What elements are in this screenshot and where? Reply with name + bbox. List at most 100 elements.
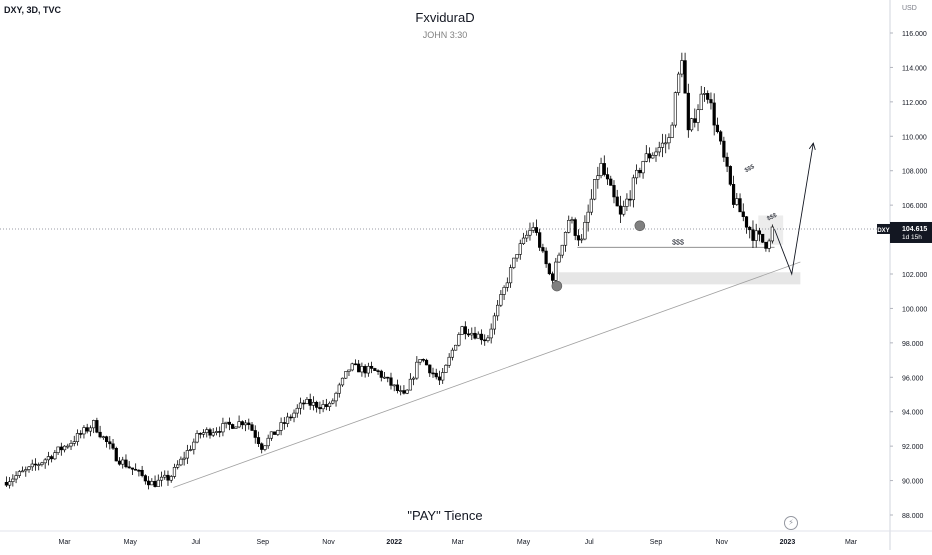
candle [489,328,493,339]
candle [305,399,309,404]
candle [247,422,251,426]
candle [508,267,513,284]
candle [702,93,707,95]
candle [302,402,306,405]
lightning-icon[interactable]: ⚡ [784,516,798,530]
candle [134,468,138,471]
candle [677,73,681,93]
candle [412,377,416,380]
candle [596,175,600,180]
candle [712,102,716,126]
candle [156,479,160,487]
candle [402,390,406,394]
candle [673,92,677,126]
candle [647,153,652,159]
candle [253,430,257,438]
y-tick-label: 98.000 [902,341,924,348]
candle [722,140,726,158]
candle [618,205,623,215]
candle [392,384,396,387]
candle [227,421,231,425]
candle [37,464,41,466]
candle [683,60,687,94]
candle [486,337,490,341]
candle [298,402,303,409]
candle [195,433,199,443]
candle [615,196,619,207]
candle [686,92,690,131]
y-tick-label: 96.000 [902,375,924,382]
candle [719,131,723,142]
candle [46,456,51,461]
candle [344,371,348,379]
candle [360,366,364,373]
candle [211,432,215,436]
candle [20,470,25,473]
candle [680,60,684,75]
candle [560,244,564,256]
symbol-label[interactable]: DXY, 3D, TVC [4,5,62,15]
candle [725,156,729,167]
y-tick-label: 112.000 [902,100,927,107]
candle [198,433,202,435]
liquidity-label: $$$ [766,212,778,222]
candle [79,433,83,435]
candle [240,421,244,426]
candle [108,441,112,445]
candle [602,163,606,175]
x-tick-label: May [517,539,531,546]
candle [709,99,713,104]
x-tick-label: Mar [845,539,858,546]
candle [331,400,335,404]
candle [460,326,464,335]
candle [502,287,506,295]
chart-title: FxviduraD [415,10,475,25]
candle [499,294,503,306]
candle [531,227,535,231]
candle [528,230,532,236]
candle [50,456,54,460]
candle [450,349,454,358]
candle [276,430,280,435]
candle [82,427,86,435]
candle [172,467,177,477]
candle [289,416,293,419]
candle [405,389,409,394]
projection-arrowhead [808,142,816,151]
candle [250,424,254,431]
candle [586,211,590,223]
x-tick-label: Jul [585,539,594,546]
x-tick-label: 2022 [386,539,402,546]
candle [176,464,180,468]
candle [589,198,593,213]
candle [735,198,739,205]
candle [85,427,89,432]
candle [127,466,131,469]
candle [224,421,228,424]
candle [363,366,367,374]
candle [715,124,720,133]
candle [189,449,193,451]
candle [476,333,480,339]
candle [599,163,603,177]
candle [14,475,18,480]
candle [660,142,665,148]
candle [664,142,668,145]
candle [237,421,241,428]
candle [696,109,700,123]
candle [117,460,122,465]
candle [518,243,522,255]
candle [182,457,186,460]
y-tick-label: 102.000 [902,272,927,279]
candle [369,365,374,369]
candle [256,437,261,445]
candle [285,416,290,424]
candle [311,401,316,406]
candle [234,426,238,429]
candle [583,222,587,240]
candle [576,235,581,241]
candle [140,469,144,476]
candle [218,431,222,433]
